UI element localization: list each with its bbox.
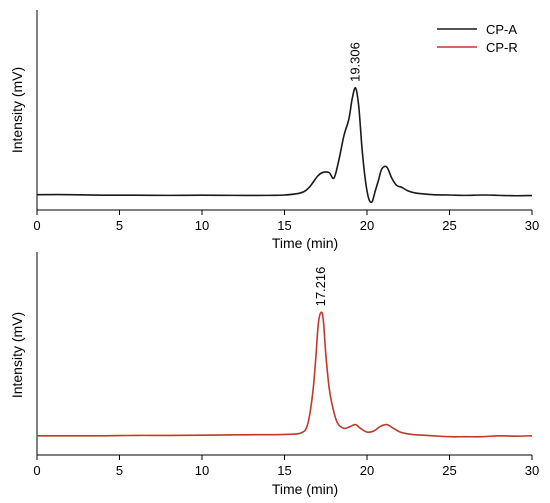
y-axis-title: Intensity (mV) <box>9 67 25 153</box>
x-tick-label: 10 <box>195 463 209 478</box>
x-ticks: 0 5 10 15 20 25 30 <box>33 455 539 478</box>
series-line-cp-a <box>36 87 533 204</box>
x-axis-title: Time (min) <box>272 235 338 251</box>
x-tick-label: 5 <box>116 463 123 478</box>
x-tick-label: 10 <box>195 218 209 233</box>
x-tick-label: 15 <box>277 218 291 233</box>
x-tick-label: 25 <box>442 463 456 478</box>
peak-label: 17.216 <box>313 267 328 307</box>
x-ticks: 0 5 10 15 20 25 30 <box>33 210 539 233</box>
legend-label-cp-r: CP-R <box>486 40 518 55</box>
peak-label: 19.306 <box>348 42 363 82</box>
x-axis-title: Time (min) <box>272 481 338 497</box>
x-tick-label: 20 <box>360 463 374 478</box>
series-line-cp-r <box>36 311 533 438</box>
legend: CP-A CP-R <box>437 22 518 55</box>
series-layer: 17.216 <box>36 267 533 438</box>
x-tick-label: 15 <box>277 463 291 478</box>
x-tick-label: 30 <box>525 463 539 478</box>
legend-label-cp-a: CP-A <box>486 22 517 37</box>
x-tick-label: 0 <box>33 218 40 233</box>
x-tick-label: 25 <box>442 218 456 233</box>
series-layer: 19.306 <box>36 42 533 204</box>
x-tick-label: 30 <box>525 218 539 233</box>
chart-panel-bottom: Intensity (mV) Time (min) 0 5 10 15 20 25 30 1… <box>9 252 539 497</box>
y-axis-title: Intensity (mV) <box>9 312 25 398</box>
x-tick-label: 20 <box>360 218 374 233</box>
x-tick-label: 5 <box>116 218 123 233</box>
x-tick-label: 0 <box>33 463 40 478</box>
chart-panel-top: Intensity (mV) Time (min) 0 5 10 15 20 25 30 1… <box>9 10 539 251</box>
